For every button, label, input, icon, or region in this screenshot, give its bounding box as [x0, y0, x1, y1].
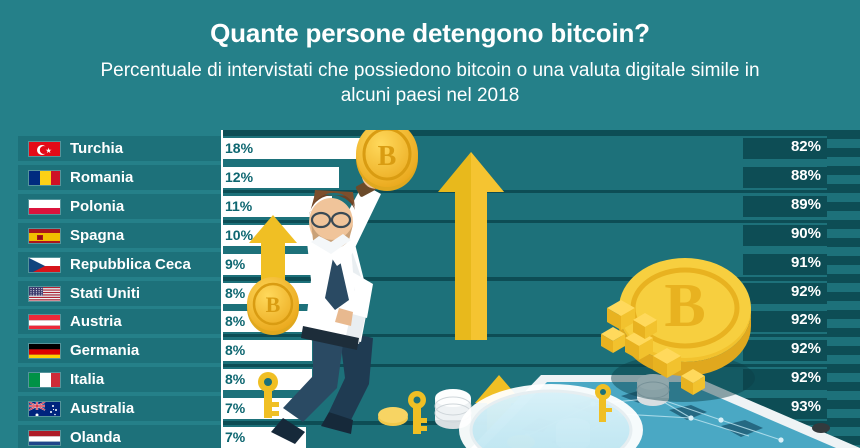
remainder-label: 88%	[790, 166, 821, 184]
country-label: Olanda	[70, 429, 121, 446]
country-label: Polonia	[70, 197, 125, 215]
flag-czechia-icon	[28, 256, 61, 273]
value-bar	[221, 166, 339, 188]
bar-value-label: 7%	[225, 429, 246, 445]
bar-container: 10%	[221, 224, 328, 246]
remainder-box	[743, 282, 827, 304]
bar-container: 7%	[221, 398, 308, 420]
flag-usa-icon	[28, 285, 61, 302]
chart-rows: Turchia 18% 82% Romania 12% 88% Polonia …	[0, 130, 860, 448]
bar-container: 8%	[221, 311, 314, 333]
row-band	[18, 193, 827, 219]
bar-value-label: 8%	[225, 284, 246, 301]
flag-romania-icon	[28, 169, 61, 186]
table-row[interactable]: Germania 8% 92%	[0, 338, 860, 364]
remainder-box	[743, 224, 827, 246]
bar-container: 8%	[221, 369, 314, 391]
table-row[interactable]: Polonia 11% 89%	[0, 193, 860, 219]
remainder-label: 92%	[790, 282, 821, 300]
row-band	[18, 222, 827, 248]
bar-container: 8%	[221, 340, 314, 362]
bar-value-label: 11%	[225, 197, 253, 214]
remainder-label: 89%	[790, 195, 821, 213]
country-label: Germania	[70, 342, 140, 360]
row-band	[18, 367, 827, 393]
country-label: Australia	[70, 400, 135, 418]
value-bar	[221, 195, 332, 217]
row-band	[18, 425, 827, 448]
remainder-box	[743, 195, 827, 217]
country-label: Romania	[70, 168, 134, 186]
page-title: Quante persone detengono bitcoin?	[210, 18, 650, 48]
table-row[interactable]: Stati Uniti 8% 92%	[0, 280, 860, 306]
flag-poland-icon	[28, 198, 61, 215]
flag-spain-icon	[28, 227, 61, 244]
row-band	[18, 309, 827, 335]
flag-turkey-icon	[28, 141, 61, 157]
bar-value-label: 7%	[225, 400, 246, 417]
bar-container: 8%	[221, 282, 314, 304]
table-row[interactable]: Italia 8% 92%	[0, 367, 860, 393]
country-label: Spagna	[70, 226, 125, 244]
country-label: Stati Uniti	[70, 284, 140, 302]
row-band	[18, 164, 827, 190]
row-band	[18, 338, 827, 364]
table-row[interactable]: Repubblica Ceca 9% 91%	[0, 251, 860, 277]
bar-container: 11%	[221, 195, 334, 217]
remainder-label: 90%	[790, 224, 821, 242]
table-row[interactable]: Romania 12% 88%	[0, 164, 860, 190]
flag-austria-icon	[28, 314, 61, 331]
flag-italy-icon	[28, 372, 61, 389]
remainder-label: 92%	[790, 311, 821, 329]
bar-container: 9%	[221, 253, 321, 275]
bar-value-label: 10%	[225, 226, 254, 243]
country-label: Austria	[70, 313, 122, 331]
bar-value-label: 18%	[225, 140, 254, 156]
bar-value-label: 8%	[225, 313, 246, 330]
flag-australia-icon	[28, 401, 61, 418]
table-row[interactable]: Spagna 10% 90%	[0, 222, 860, 248]
remainder-box	[743, 166, 827, 188]
table-row[interactable]: Olanda 7% 93%	[0, 425, 860, 448]
bar-value-label: 12%	[225, 168, 254, 185]
country-label: Turchia	[70, 140, 124, 157]
axis-line	[221, 120, 223, 448]
bar-container: 7%	[221, 427, 308, 448]
table-row[interactable]: Turchia 18% 82%	[0, 136, 860, 161]
flag-germany-icon	[28, 343, 61, 360]
table-row[interactable]: Australia 7% 93%	[0, 396, 860, 422]
bar-value-label: 8%	[225, 342, 246, 359]
bar-value-label: 9%	[225, 255, 246, 272]
remainder-label: 91%	[790, 253, 821, 271]
country-label: Italia	[70, 371, 105, 389]
remainder-label: 82%	[790, 138, 821, 155]
remainder-label: 92%	[790, 340, 821, 358]
remainder-label: 92%	[790, 369, 821, 387]
row-band	[18, 136, 827, 161]
bar-container: 18%	[221, 138, 381, 159]
value-bar	[221, 138, 379, 159]
bar-value-label: 8%	[225, 371, 246, 388]
remainder-box	[743, 253, 827, 275]
remainder-label: 93%	[790, 398, 821, 416]
remainder-box	[743, 138, 827, 159]
country-label: Repubblica Ceca	[70, 255, 191, 273]
table-row[interactable]: Austria 8% 92%	[0, 309, 860, 335]
row-band	[18, 396, 827, 422]
page-subtitle: Percentuale di intervistati che possiedo…	[100, 60, 760, 106]
flag-netherlands-icon	[28, 430, 61, 446]
remainder-box	[743, 311, 827, 333]
remainder-box	[743, 340, 827, 362]
remainder-label: 93%	[790, 427, 821, 444]
header: Quante persone detengono bitcoin? Percen…	[0, 0, 860, 130]
bar-container: 12%	[221, 166, 341, 188]
